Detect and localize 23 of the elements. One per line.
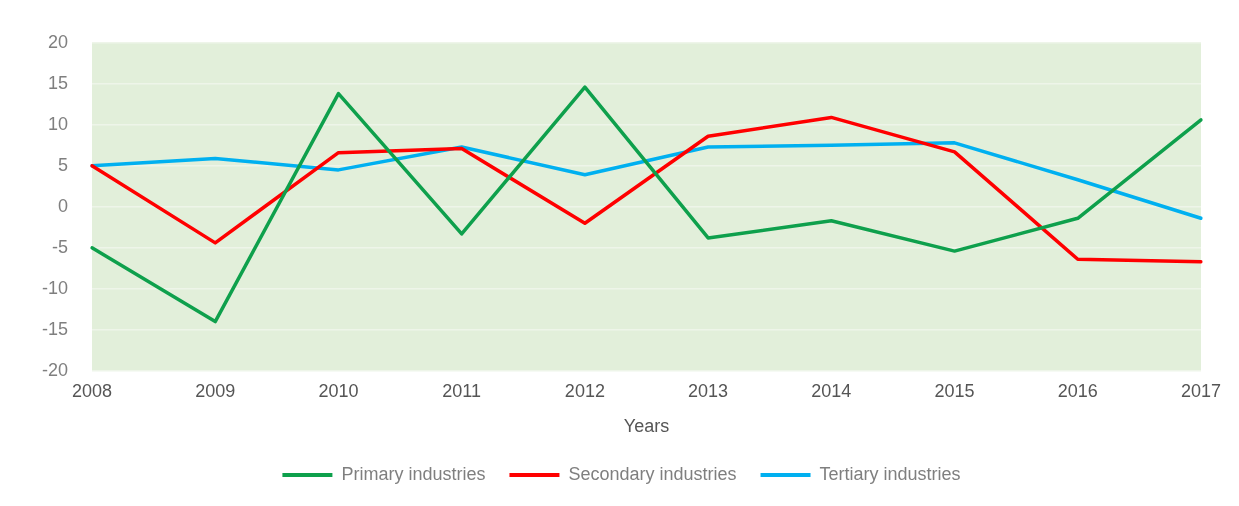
y-tick-label: 0	[58, 195, 69, 216]
y-tick-label: 20	[47, 31, 69, 52]
x-tick-label: 2016	[1057, 380, 1098, 401]
x-tick-label: 2012	[564, 380, 605, 401]
x-tick-label: 2017	[1180, 380, 1221, 401]
y-tick-label: -10	[42, 277, 69, 298]
y-tick-label: -5	[52, 236, 69, 257]
x-tick-label: 2015	[934, 380, 975, 401]
y-tick-label: 15	[47, 72, 69, 93]
x-tick-label: 2008	[71, 380, 113, 401]
x-tick-label: 2014	[811, 380, 852, 401]
legend-label: Primary industries	[341, 463, 486, 484]
x-tick-label: 2010	[318, 380, 359, 401]
legend-label: Secondary industries	[568, 463, 737, 484]
x-axis-title: Years	[623, 416, 670, 437]
x-tick-label: 2009	[195, 380, 236, 401]
legend-label: Tertiary industries	[819, 463, 961, 484]
y-tick-label: 5	[58, 154, 69, 175]
x-tick-label: 2013	[688, 380, 729, 401]
y-tick-label: -20	[42, 359, 69, 380]
x-tick-label: 2011	[442, 380, 482, 401]
y-tick-label: 10	[47, 113, 69, 134]
y-tick-label: -15	[42, 318, 69, 339]
